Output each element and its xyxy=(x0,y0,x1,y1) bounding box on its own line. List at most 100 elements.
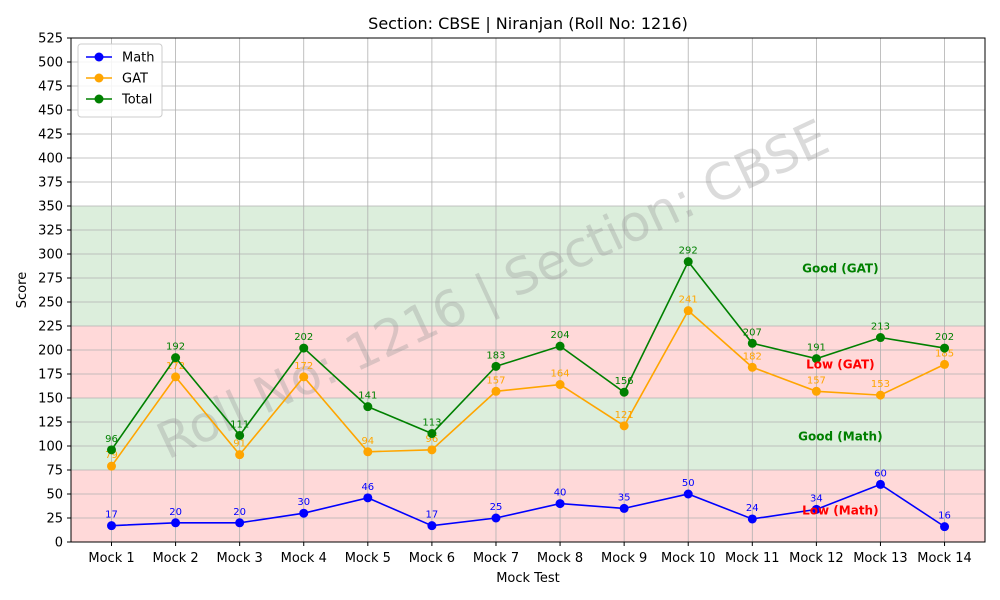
y-tick-label: 225 xyxy=(38,320,63,335)
data-label-total: 96 xyxy=(105,434,118,445)
y-tick-label: 100 xyxy=(38,440,63,455)
data-label-total: 141 xyxy=(358,391,377,402)
data-label-gat: 241 xyxy=(679,295,698,306)
data-label-math: 24 xyxy=(746,503,759,514)
y-tick-label: 425 xyxy=(38,128,63,143)
y-tick-label: 475 xyxy=(38,80,63,95)
data-label-total: 191 xyxy=(807,343,826,354)
score-band xyxy=(71,470,985,542)
data-point-total xyxy=(299,343,309,353)
data-label-gat: 91 xyxy=(233,439,246,450)
data-point-total xyxy=(427,429,437,439)
data-label-math: 34 xyxy=(810,493,823,504)
data-label-math: 16 xyxy=(938,511,951,522)
score-band xyxy=(71,206,985,326)
data-label-total: 202 xyxy=(935,332,954,343)
legend-marker xyxy=(94,52,104,62)
data-label-gat: 94 xyxy=(361,436,374,447)
x-tick-label: Mock 8 xyxy=(537,551,583,566)
legend: Math GAT Total xyxy=(77,43,163,118)
data-label-gat: 153 xyxy=(871,379,890,390)
data-label-total: 111 xyxy=(230,419,249,430)
data-label-total: 292 xyxy=(679,246,698,257)
data-label-gat: 79 xyxy=(105,450,118,461)
data-label-total: 204 xyxy=(551,330,570,341)
data-point-math xyxy=(683,489,693,499)
y-tick-label: 250 xyxy=(38,296,63,311)
data-label-math: 30 xyxy=(297,497,310,508)
data-label-math: 20 xyxy=(169,507,182,518)
band-annotation: Low (GAT) xyxy=(806,357,875,371)
x-tick-label: Mock 14 xyxy=(917,551,972,566)
data-label-gat: 96 xyxy=(426,434,439,445)
band-annotation: Good (GAT) xyxy=(802,261,878,275)
y-tick-label: 125 xyxy=(38,416,63,431)
data-point-math xyxy=(235,518,245,528)
legend-label: Math xyxy=(122,51,155,66)
axes: 0 25 50 75 100 125 150 175 200 225 250 275 300 325 350… xyxy=(38,32,986,566)
data-label-math: 35 xyxy=(618,492,631,503)
data-label-gat: 182 xyxy=(743,351,762,362)
band-annotation: Good (Math) xyxy=(798,429,882,443)
data-point-gat xyxy=(491,386,501,396)
x-tick-label: Mock 12 xyxy=(789,551,844,566)
data-label-gat: 157 xyxy=(807,375,826,386)
data-point-total xyxy=(171,353,181,363)
series-line-total xyxy=(110,260,945,451)
chart-title: Section: CBSE | Niranjan (Roll No: 1216) xyxy=(368,14,688,33)
data-point-math xyxy=(875,479,885,489)
x-tick-label: Mock 4 xyxy=(281,551,327,566)
legend-label: GAT xyxy=(122,72,148,87)
x-tick-label: Mock 1 xyxy=(88,551,134,566)
data-label-math: 17 xyxy=(426,510,439,521)
data-label-gat: 121 xyxy=(615,410,634,421)
y-tick-label: 525 xyxy=(38,32,63,47)
y-tick-label: 175 xyxy=(38,368,63,383)
data-point-math xyxy=(555,499,565,509)
data-label-math: 60 xyxy=(874,468,887,479)
y-tick-label: 450 xyxy=(38,104,63,119)
data-point-gat xyxy=(235,450,245,460)
y-tick-label: 25 xyxy=(46,512,63,527)
data-point-total xyxy=(747,338,757,348)
y-tick-label: 375 xyxy=(38,176,63,191)
data-point-gat xyxy=(555,380,565,390)
data-point-gat xyxy=(107,461,116,471)
data-point-gat xyxy=(940,359,950,369)
data-point-math xyxy=(363,493,373,503)
y-tick-label: 50 xyxy=(46,488,63,503)
data-label-gat: 157 xyxy=(486,375,505,386)
y-axis-label: Score xyxy=(15,272,30,308)
band-annotation: Low (Math) xyxy=(802,503,878,517)
y-tick-label: 400 xyxy=(38,152,63,167)
x-tick-label: Mock 9 xyxy=(601,551,647,566)
data-label-math: 20 xyxy=(233,507,246,518)
y-tick-label: 200 xyxy=(38,344,63,359)
data-point-math xyxy=(299,508,309,518)
data-point-gat xyxy=(171,372,181,382)
series-line-math xyxy=(111,483,945,528)
y-tick-label: 150 xyxy=(38,392,63,407)
x-tick-label: Mock 3 xyxy=(217,551,263,566)
plot-frame xyxy=(70,37,986,543)
data-label-total: 183 xyxy=(486,350,505,361)
x-tick-label: Mock 2 xyxy=(152,551,198,566)
legend-marker xyxy=(94,73,104,83)
series-layer: 17 20 20 30 46 17 25 40 35 50 24 34 60 16 79 172 91 172 94… xyxy=(105,246,954,532)
data-label-gat: 172 xyxy=(294,361,313,372)
y-tick-label: 325 xyxy=(38,224,63,239)
x-tick-label: Mock 11 xyxy=(725,551,780,566)
y-tick-label: 0 xyxy=(55,536,63,551)
data-label-math: 50 xyxy=(682,478,695,489)
x-tick-label: Mock 5 xyxy=(345,551,391,566)
data-point-total xyxy=(235,430,245,440)
data-point-math xyxy=(107,521,116,531)
annotations-layer: Good (GAT) Low (GAT) Good (Math) Low (Math) xyxy=(798,261,882,517)
y-tick-label: 75 xyxy=(46,464,63,479)
y-tick-label: 350 xyxy=(38,200,63,215)
series-line-gat xyxy=(110,309,945,467)
data-label-total: 202 xyxy=(294,332,313,343)
data-point-math xyxy=(811,504,821,514)
